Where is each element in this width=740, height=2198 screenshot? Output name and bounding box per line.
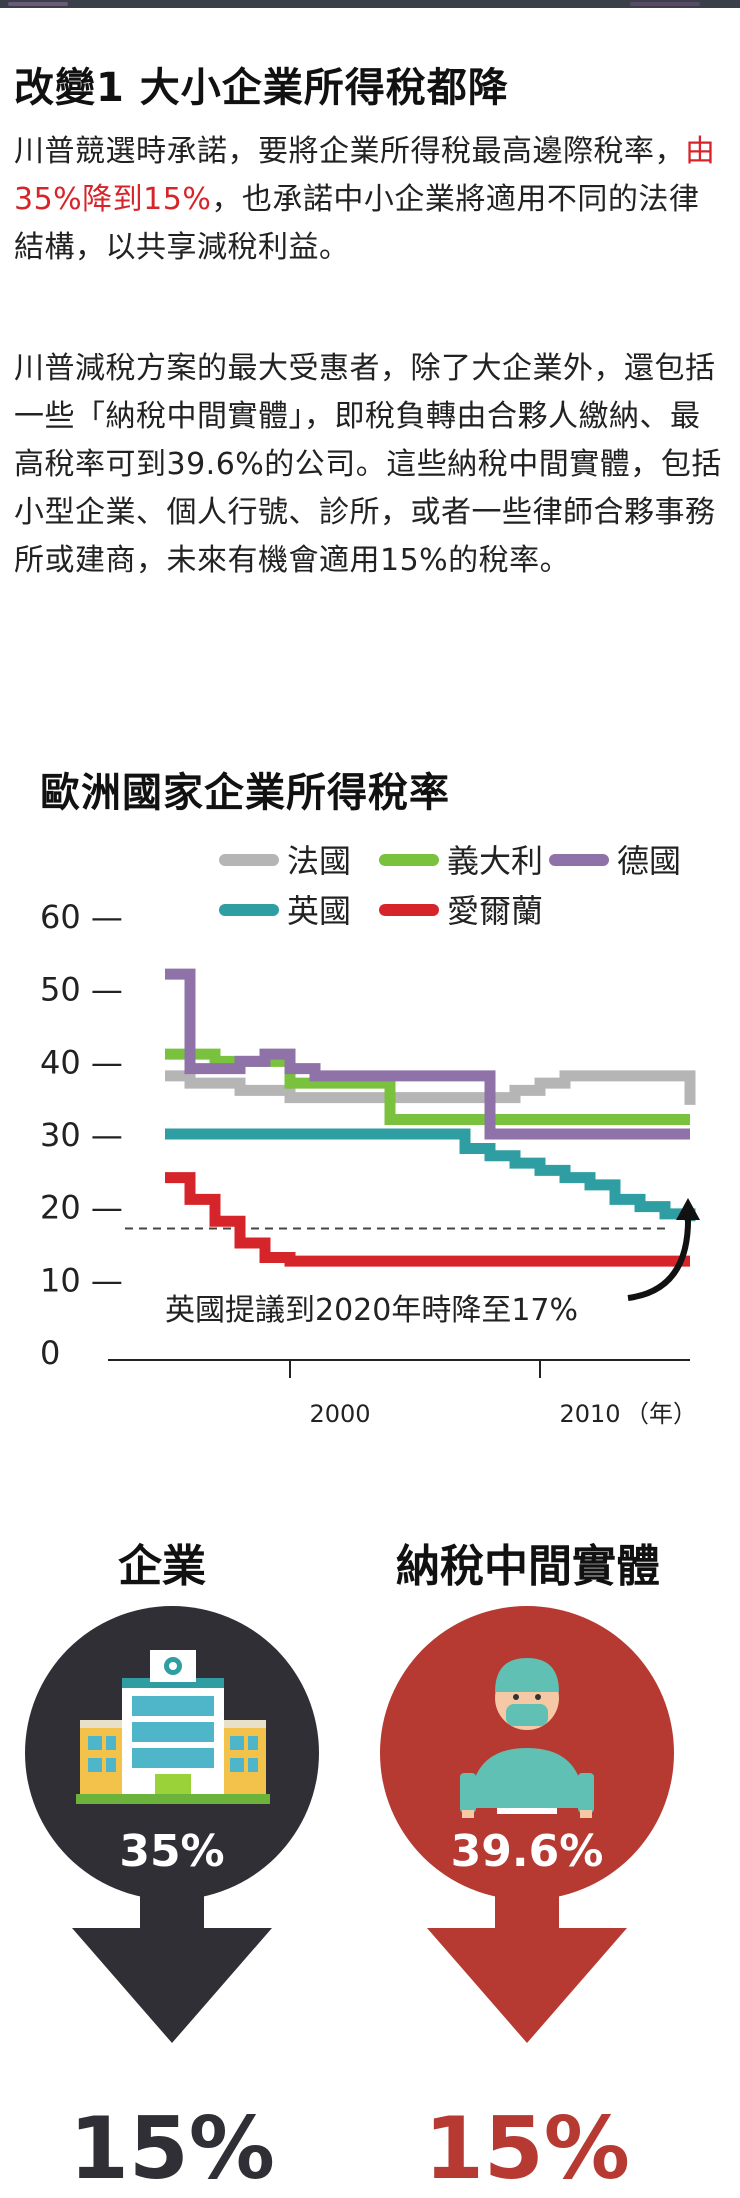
top-edge-bar	[0, 0, 740, 8]
paragraph-2: 川普減稅方案的最大受惠者，除了大企業外，還包括一些「納稅中間實體」，即稅負轉由合…	[14, 351, 722, 578]
corporate-title: 企業	[118, 1541, 206, 1592]
y-tick-label-0: 0	[40, 1334, 60, 1372]
y-tick-label-20: 20 —	[40, 1189, 123, 1227]
pass-through-rate-from: 39.6%	[451, 1826, 604, 1877]
top-edge-right-shape	[630, 2, 700, 6]
annotation-arrowhead	[676, 1198, 700, 1220]
section-heading: 改變1 大小企業所得稅都降	[14, 65, 509, 111]
pass-through-title: 納稅中間實體	[396, 1541, 660, 1592]
office-building-icon	[76, 1650, 270, 1804]
pass-through-drop: 39.6% 15%	[380, 1606, 674, 2198]
doctor-icon	[460, 1658, 594, 1818]
y-tick-label-30: 30 —	[40, 1116, 123, 1154]
legend-label-1: 義大利	[447, 842, 543, 880]
legend-label-4: 愛爾蘭	[447, 892, 543, 930]
annotation-arrow	[627, 1214, 692, 1301]
chart-title: 歐洲國家企業所得稅率	[40, 770, 450, 816]
paragraph-1-highlight: 由35%降到15%	[14, 134, 716, 217]
pass-through-down-arrow	[427, 1888, 627, 2043]
legend-label-0: 法國	[287, 842, 351, 880]
paragraph-1: 川普競選時承諾，要將企業所得稅最高邊際稅率，由35%降到15%，也承諾中小企業將…	[14, 128, 726, 272]
legend-label-3: 英國	[287, 892, 351, 930]
tax-change-infographic: 35% 15% 39.6% 15%	[25, 1606, 674, 2198]
y-tick-label-50: 50 —	[40, 971, 123, 1009]
series-line-0	[165, 1070, 696, 1105]
x-tick-label-2000: 2000	[309, 1400, 370, 1428]
series-line-1	[165, 1048, 690, 1125]
paragraph-1-text-b: ，也承諾中小企業將適用不同的法律結構，以共享減稅利益。	[14, 182, 700, 265]
y-tick-label-40: 40 —	[40, 1043, 123, 1081]
y-tick-label-60: 60 —	[40, 898, 123, 936]
corporate-rate-to: 15%	[69, 2099, 275, 2198]
corporate-down-arrow	[72, 1888, 272, 2043]
pass-through-rate-to: 15%	[424, 2099, 630, 2198]
paragraph-1-text-a: 川普競選時承諾，要將企業所得稅最高邊際稅率，	[14, 134, 685, 169]
series-line-2	[165, 968, 690, 1140]
top-edge-left-shape	[8, 2, 68, 6]
legend-label-2: 德國	[617, 842, 681, 880]
y-tick-label-10: 10 —	[40, 1261, 123, 1299]
series-line-4	[165, 1172, 690, 1267]
x-unit-label: （年）	[625, 1400, 697, 1428]
chart-annotation: 英國提議到2020年時降至17%	[165, 1293, 578, 1328]
corporate-drop: 35% 15%	[25, 1606, 319, 2198]
x-tick-label-2010: 2010	[559, 1400, 620, 1428]
corporate-rate-from: 35%	[119, 1826, 224, 1877]
series-line-3	[165, 1128, 696, 1222]
